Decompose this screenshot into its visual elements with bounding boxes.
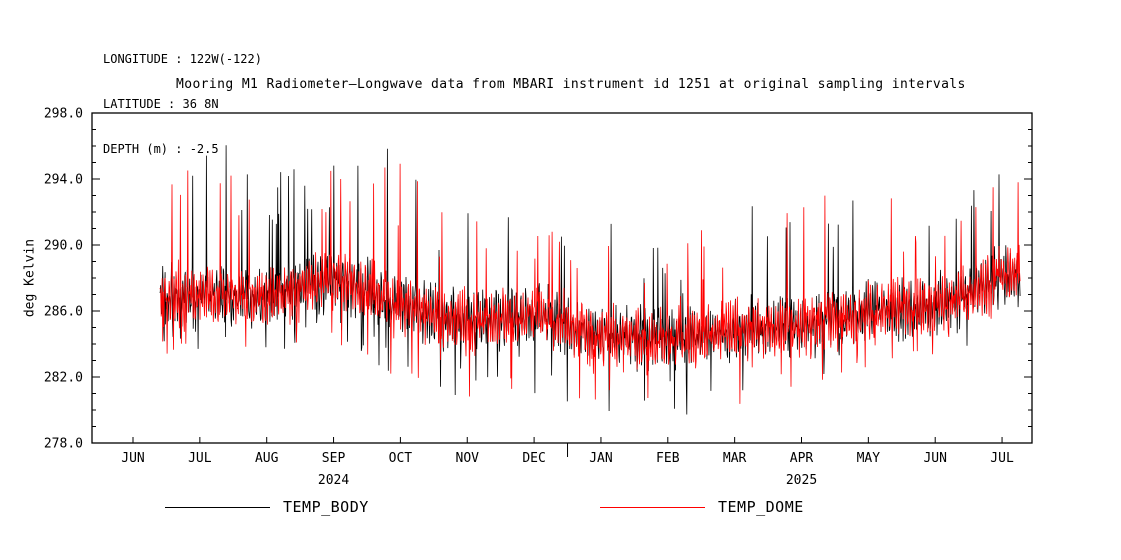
series-temp-dome <box>159 163 1021 404</box>
x-tick-label: SEP <box>322 451 346 466</box>
x-tick-label: MAY <box>857 451 881 466</box>
x-tick-label: JUN <box>923 451 946 466</box>
depth-label: DEPTH (m) : -2.5 <box>103 142 219 156</box>
x-tick-label: FEB <box>656 451 680 466</box>
temp-dome-line-swatch <box>600 506 705 508</box>
metadata-block: LONGITUDE : 122W(-122) LATITUDE : 36 8N … <box>103 22 262 187</box>
year-label: 2024 <box>318 473 349 488</box>
longitude-label: LONGITUDE : 122W(-122) <box>103 52 262 66</box>
y-tick-label: 286.0 <box>44 305 83 320</box>
y-tick-label: 294.0 <box>44 173 83 188</box>
year-label: 2025 <box>786 473 817 488</box>
x-tick-label: JAN <box>589 451 612 466</box>
y-tick-label: 290.0 <box>44 239 83 254</box>
temp-body-label: TEMP_BODY <box>283 498 369 516</box>
y-tick-label: 282.0 <box>44 371 83 386</box>
x-tick-label: JUN <box>121 451 144 466</box>
temp-dome-label: TEMP_DOME <box>718 498 804 516</box>
x-tick-label: JUL <box>990 451 1014 466</box>
x-tick-label: APR <box>790 451 814 466</box>
latitude-label: LATITUDE : 36 8N <box>103 97 219 111</box>
x-tick-label: DEC <box>522 451 545 466</box>
y-tick-label: 298.0 <box>44 107 83 122</box>
temp-body-line-swatch <box>165 506 270 508</box>
x-tick-label: MAR <box>723 451 747 466</box>
x-tick-label: AUG <box>255 451 279 466</box>
x-tick-label: NOV <box>456 451 480 466</box>
y-tick-label: 278.0 <box>44 437 83 452</box>
chart-title: Mooring M1 Radiometer—Longwave data from… <box>176 77 966 92</box>
x-tick-label: JUL <box>188 451 212 466</box>
legend-item-temp-body: TEMP_BODY <box>165 498 369 516</box>
x-tick-label: OCT <box>389 451 413 466</box>
legend-item-temp-dome: TEMP_DOME <box>600 498 804 516</box>
